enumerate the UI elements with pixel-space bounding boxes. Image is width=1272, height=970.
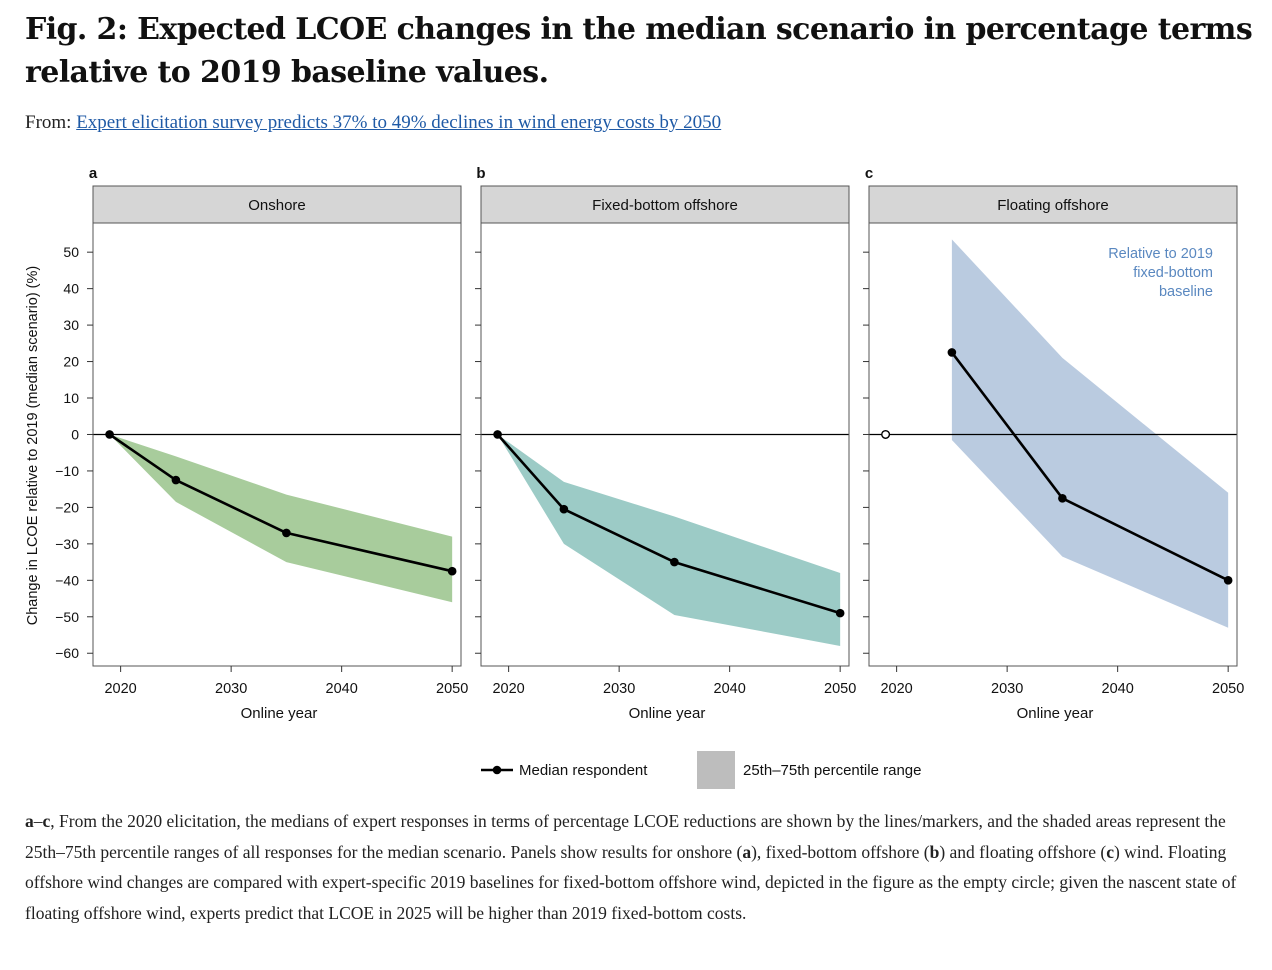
caption-ref-b: b: [929, 841, 940, 862]
panel-title-b: Fixed-bottom offshore: [592, 197, 738, 214]
y-tick-label-40: 40: [63, 281, 79, 297]
median-point-b-3: [835, 608, 845, 618]
figure-caption: a–c, From the 2020 elicitation, the medi…: [25, 806, 1250, 928]
caption-text-3: ) and floating offshore (: [939, 841, 1107, 862]
x-tick-label-b-2030: 2030: [603, 681, 635, 697]
caption-dash: –: [33, 811, 43, 831]
y-tick-label-10: 10: [63, 390, 79, 406]
source-line: From: Expert elicitation survey predicts…: [25, 112, 721, 134]
caption-text-1: , From the 2020 elicitation, the medians…: [25, 811, 1226, 862]
baseline-empty-circle: [881, 429, 891, 439]
figure-title: Fig. 2: Expected LCOE changes in the med…: [25, 12, 1253, 90]
x-tick-label-a-2050: 2050: [436, 681, 468, 697]
median-point-b-2: [670, 557, 679, 567]
median-point-b-1: [559, 504, 569, 514]
x-tick-label-a-2030: 2030: [215, 681, 247, 697]
x-tick-label-a-2040: 2040: [326, 681, 358, 697]
percentile-band-c: [951, 239, 1229, 628]
y-tick-label-30: 30: [63, 317, 79, 333]
x-tick-label-c-2020: 2020: [880, 681, 912, 697]
panel-letter-b: b: [476, 165, 485, 182]
x-tick-label-a-2020: 2020: [104, 681, 136, 697]
x-tick-label-c-2030: 2030: [991, 681, 1023, 697]
median-point-a-0: [105, 430, 114, 439]
median-point-c-0: [947, 348, 957, 357]
x-tick-label-c-2050: 2050: [1212, 681, 1244, 697]
caption-text-4: ) wind. Floating offshore wind changes a…: [25, 841, 1237, 923]
panel-letter-a: a: [89, 165, 98, 182]
median-line-a: [108, 433, 453, 573]
y-tick-label--40: −40: [55, 572, 79, 588]
panel-title-a: Onshore: [248, 197, 306, 214]
median-point-a-2: [282, 528, 291, 538]
plot-frame-c: [868, 222, 1238, 667]
percentile-band-b: [497, 434, 841, 646]
panel-letter-c: c: [865, 165, 873, 182]
y-tick-label-0: 0: [71, 426, 79, 442]
x-tick-label-b-2040: 2040: [714, 681, 746, 697]
y-tick-label--60: −60: [55, 645, 79, 661]
caption-lead-a: a: [25, 811, 34, 831]
y-tick-label-50: 50: [63, 244, 79, 260]
panel-annotation-line-1: fixed-bottom: [1133, 265, 1213, 281]
plot-frame-a: [92, 222, 462, 667]
y-tick-label--30: −30: [55, 536, 79, 552]
legend-median-marker: [492, 765, 502, 775]
from-label: From:: [25, 112, 72, 133]
y-tick-label--50: −50: [55, 609, 79, 625]
legend-range-label: 25th–75th percentile range: [743, 762, 921, 779]
x-axis-label-a: Online year: [241, 705, 318, 722]
x-axis-label-b: Online year: [629, 705, 706, 722]
panel-header-a: [92, 185, 462, 224]
median-point-c-2: [1223, 576, 1233, 585]
caption-text-2: ), fixed-bottom offshore (: [751, 841, 930, 862]
median-point-a-3: [447, 566, 457, 576]
median-point-a-1: [171, 475, 181, 485]
panel-title-c: Floating offshore: [997, 197, 1108, 214]
legend-range-swatch: [697, 751, 735, 789]
x-tick-label-b-2050: 2050: [824, 681, 856, 697]
y-tick-label--20: −20: [55, 499, 79, 515]
article-link[interactable]: Expert elicitation survey predicts 37% t…: [76, 112, 722, 133]
lcoe-chart: a Onshore 50 40 30 20 10 0 −10 −20 −30 −40 −50 −60 202…: [25, 165, 1244, 789]
y-axis-label: Change in LCOE relative to 2019 (median …: [25, 266, 41, 625]
caption-ref-a: a: [742, 841, 752, 862]
legend-median-label: Median respondent: [519, 762, 648, 779]
panel-header-b: [480, 185, 850, 224]
percentile-band-a: [109, 434, 453, 603]
panel-annotation-line-0: Relative to 2019: [1108, 246, 1213, 262]
median-line-b: [496, 433, 841, 615]
plot-frame-b: [480, 222, 850, 667]
panel-annotation-line-2: baseline: [1159, 284, 1213, 300]
x-tick-label-c-2040: 2040: [1102, 681, 1134, 697]
y-tick-label--10: −10: [55, 463, 79, 479]
x-axis-label-c: Online year: [1017, 705, 1094, 722]
median-point-b-0: [493, 430, 502, 439]
y-tick-label-20: 20: [63, 354, 79, 370]
caption-ref-c: c: [1106, 841, 1114, 862]
panel-header-c: [868, 185, 1238, 224]
x-tick-label-b-2020: 2020: [492, 681, 524, 697]
caption-lead-c: c: [42, 811, 51, 831]
median-point-c-1: [1058, 493, 1067, 503]
